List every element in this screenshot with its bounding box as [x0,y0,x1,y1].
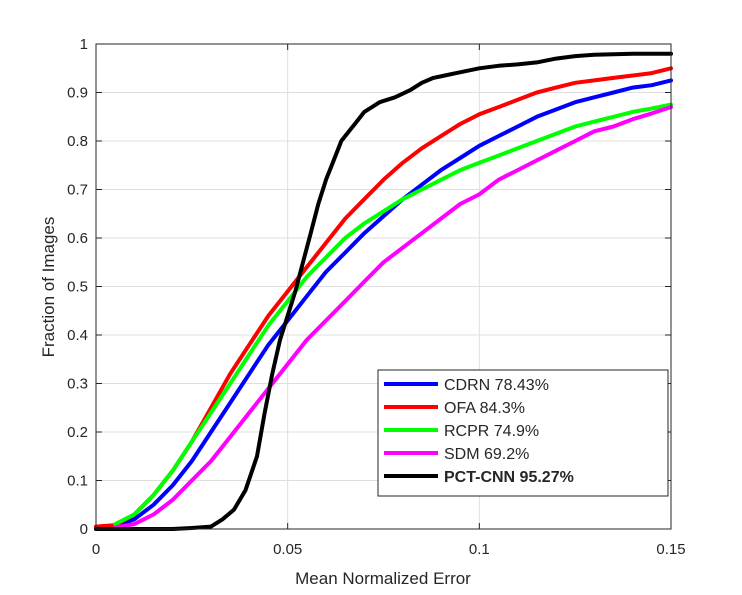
series-line-3 [113,105,673,530]
x-tick-label: 0 [92,541,100,558]
y-axis-ticks: 0 0.1 0.2 0.3 0.4 0.5 0.6 0.7 0.8 0.9 1 [67,36,671,538]
y-tick-label: 0.4 [67,327,88,344]
y-tick-label: 1 [80,36,88,53]
y-tick-label: 0.8 [67,133,88,150]
x-tick-label: 0.1 [469,541,490,558]
x-tick-label: 0.05 [273,541,302,558]
legend-label-0: CDRN 78.43% [444,377,549,394]
series-line-2 [113,102,673,527]
legend: CDRN 78.43% OFA 84.3% RCPR 74.9% SDM 69.2% P… [377,369,669,497]
y-tick-label: 0 [80,521,88,538]
x-axis-label: Mean Normalized Error [295,569,471,588]
legend-label-1: OFA 84.3% [444,400,525,417]
series-line-4 [94,51,673,531]
legend-label-4: PCT-CNN 95.27% [444,469,574,486]
series-lines [94,51,673,531]
x-axis-ticks: 0 0.05 0.1 0.15 [92,44,686,558]
series-line-0 [94,78,673,531]
y-tick-label: 0.1 [67,473,88,490]
y-tick-label: 0.7 [67,182,88,199]
y-tick-label: 0.6 [67,230,88,247]
y-tick-label: 0.2 [67,424,88,441]
legend-label-3: SDM 69.2% [444,446,529,463]
x-tick-label: 0.15 [656,541,685,558]
y-tick-label: 0.5 [67,279,88,296]
y-tick-label: 0.3 [67,376,88,393]
y-tick-label: 0.9 [67,85,88,102]
y-axis-label: Fraction of Images [39,217,58,358]
legend-label-2: RCPR 74.9% [444,423,539,440]
